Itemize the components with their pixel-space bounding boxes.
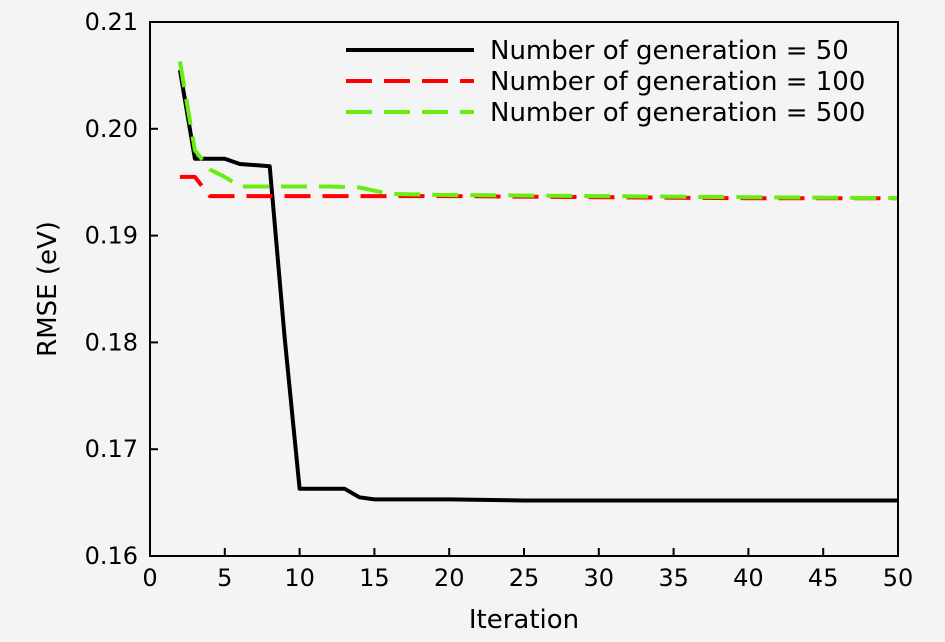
x-tick-label: 0 [142, 564, 157, 592]
y-tick-label: 0.17 [85, 435, 138, 463]
tick-layer: 0 5 10 15 20 25 30 35 40 45 50 0.16 0.17 0.18 0.19 0.20… [85, 8, 914, 592]
series-layer [177, 61, 899, 503]
x-tick-label: 40 [733, 564, 764, 592]
x-tick-label: 45 [808, 564, 839, 592]
y-tick-label: 0.19 [85, 222, 138, 250]
x-tick-label: 50 [883, 564, 914, 592]
x-tick-label: 35 [658, 564, 689, 592]
y-tick-label: 0.16 [85, 542, 138, 570]
y-tick-label: 0.21 [85, 8, 138, 36]
y-tick-label: 0.18 [85, 328, 138, 356]
x-tick-label: 20 [434, 564, 465, 592]
x-axis-title: Iteration [469, 605, 579, 635]
series-line-number-of-generation-50 [177, 69, 898, 503]
legend-label: Number of generation = 100 [490, 67, 865, 97]
legend-label: Number of generation = 500 [490, 98, 865, 128]
legend-label: Number of generation = 50 [490, 36, 849, 66]
x-tick-label: 30 [584, 564, 615, 592]
series-line-number-of-generation-100 [179, 174, 898, 201]
x-tick-label: 25 [509, 564, 540, 592]
x-tick-label: 15 [359, 564, 390, 592]
x-tick-label: 10 [284, 564, 315, 592]
y-tick-label: 0.20 [85, 115, 138, 143]
y-axis-title: RMSE (eV) [33, 221, 63, 357]
series-line-number-of-generation-500 [177, 61, 899, 201]
x-tick-label: 5 [217, 564, 232, 592]
